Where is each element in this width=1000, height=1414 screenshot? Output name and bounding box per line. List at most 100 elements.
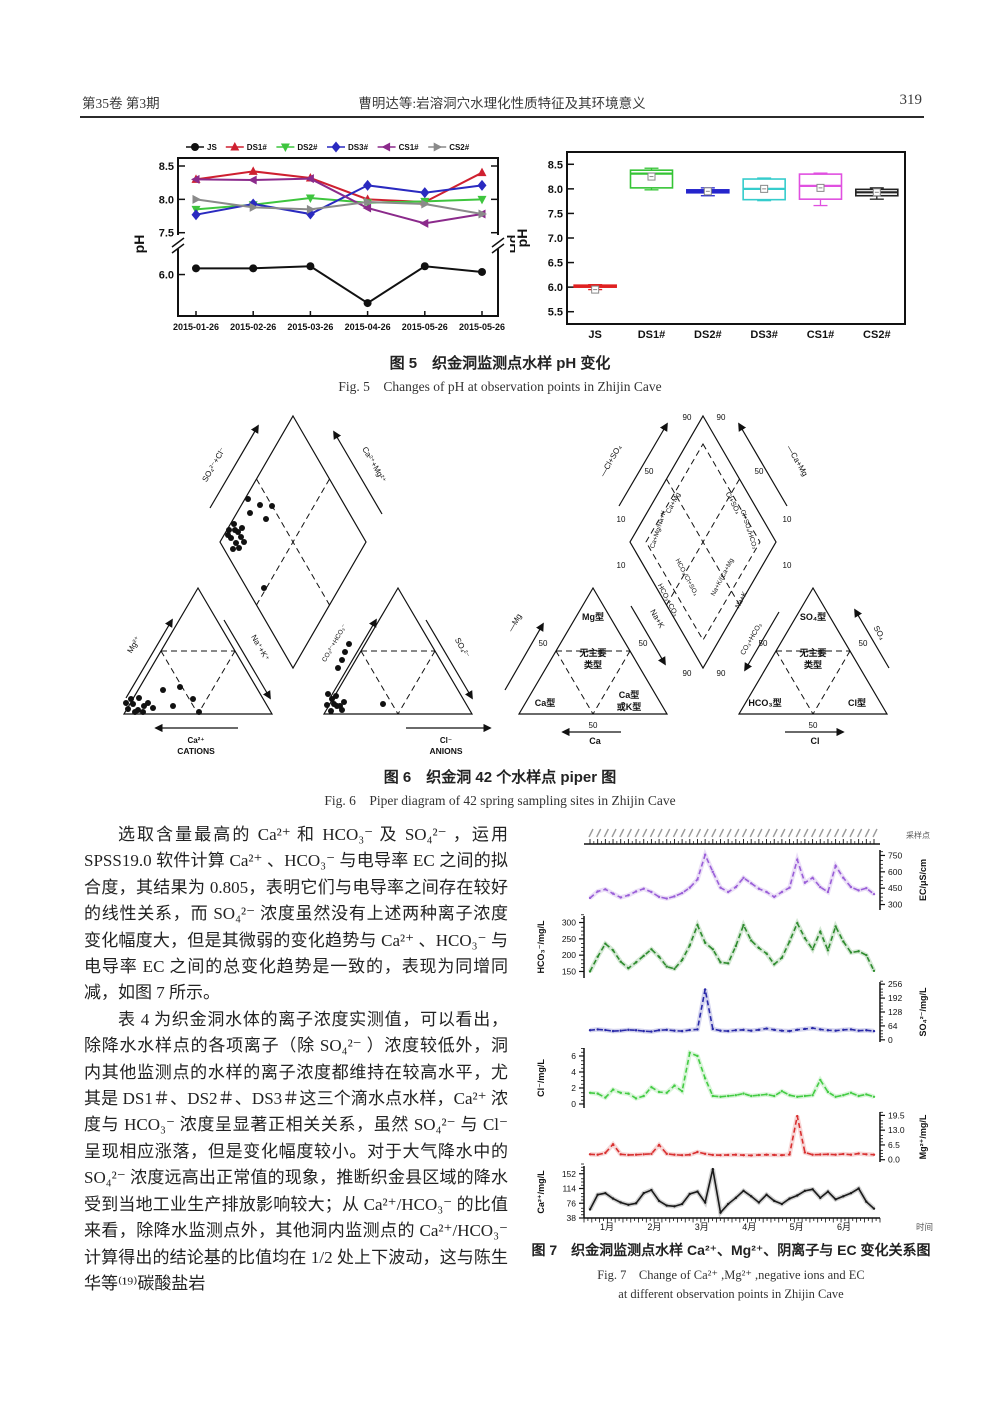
svg-text:0.0: 0.0 <box>888 1155 900 1165</box>
svg-text:90: 90 <box>683 669 692 678</box>
svg-text:DS1#: DS1# <box>638 329 666 341</box>
svg-text:Mg²⁺: Mg²⁺ <box>125 635 142 655</box>
svg-text:6.0: 6.0 <box>159 270 174 282</box>
svg-text:0: 0 <box>571 1099 576 1109</box>
svg-text:90: 90 <box>717 413 726 422</box>
svg-text:Cl: Cl <box>811 736 820 746</box>
svg-text:SO₄²⁻: SO₄²⁻ <box>453 636 472 659</box>
header-rule <box>80 116 924 118</box>
svg-text:CO₃²⁻+HCO₃⁻: CO₃²⁻+HCO₃⁻ <box>321 623 348 663</box>
fig5-series-JS <box>192 262 486 308</box>
svg-text:50: 50 <box>645 467 654 476</box>
fig6-caption-en: Fig. 6 Piper diagram of 42 spring sampli… <box>324 793 676 808</box>
svg-text:50: 50 <box>809 721 818 730</box>
svg-text:Ca+Mg/Na+K: Ca+Mg/Na+K <box>649 509 668 549</box>
svg-text:Cl+SO₄/HCO₃: Cl+SO₄/HCO₃ <box>739 509 758 550</box>
svg-text:Na+K: Na+K <box>734 591 749 610</box>
svg-text:Na⁺+K⁺: Na⁺+K⁺ <box>249 633 271 662</box>
svg-text:CS1#: CS1# <box>399 143 420 152</box>
svg-text:50: 50 <box>589 721 598 730</box>
svg-text:DS3#: DS3# <box>750 329 778 341</box>
svg-text:DS2#: DS2# <box>694 329 722 341</box>
svg-text:JS: JS <box>588 329 601 341</box>
svg-text:5月: 5月 <box>790 1222 804 1232</box>
svg-text:—Ca+Mg: —Ca+Mg <box>785 444 810 478</box>
fig5-box-CS2# <box>855 187 899 200</box>
svg-text:7.0: 7.0 <box>548 233 563 245</box>
svg-text:7.5: 7.5 <box>548 208 563 220</box>
svg-text:64: 64 <box>888 1021 898 1031</box>
running-title: 曹明达等:岩溶洞穴水理化性质特征及其环境意义 <box>358 96 646 111</box>
fig6-piper-diagram: SO₄²⁻+Cl⁻ Ca²⁺+Mg²⁺ Mg²⁺ Na⁺+K⁺ Ca²⁺CATIONS C… <box>122 413 890 756</box>
fig5-series-CS2# <box>192 194 487 219</box>
svg-text:200: 200 <box>562 950 576 960</box>
fig5-box-DS1# <box>629 167 674 191</box>
svg-text:无主要: 无主要 <box>798 647 826 658</box>
svg-text:DS1#: DS1# <box>247 143 268 152</box>
figure6: SO₄²⁻+Cl⁻ Ca²⁺+Mg²⁺ Mg²⁺ Na⁺+K⁺ Ca²⁺ CATIONS C… <box>98 406 913 765</box>
svg-text:EC/μS/cm: EC/μS/cm <box>918 859 928 901</box>
fig5-series-CS1# <box>191 174 486 228</box>
svg-text:CS2#: CS2# <box>449 143 470 152</box>
fig5-box-DS2# <box>686 187 730 197</box>
fig7-series-EC <box>588 848 876 901</box>
svg-text:50: 50 <box>639 639 648 648</box>
svg-text:256: 256 <box>888 979 902 989</box>
fig5-box-JS <box>573 284 617 294</box>
fig5-box-DS3# <box>742 177 786 202</box>
svg-text:HCO₃型: HCO₃型 <box>748 697 781 708</box>
fig6-left-piper: SO₄²⁻+Cl⁻ Ca²⁺+Mg²⁺ Mg²⁺ Na⁺+K⁺ Ca²⁺CATIONS C… <box>122 414 492 756</box>
svg-text:Mg型: Mg型 <box>582 611 604 622</box>
svg-text:6: 6 <box>571 1051 576 1061</box>
svg-text:19.5: 19.5 <box>888 1110 905 1120</box>
svg-text:6.5: 6.5 <box>888 1140 900 1150</box>
fig7-caption-zh: 图 7 织金洞监测点水样 Ca²⁺、Mg²⁺、阴离子与 EC 变化关系图 <box>531 1242 931 1258</box>
fig7-series-Ca <box>588 1167 876 1218</box>
svg-text:pH: pH <box>131 235 147 254</box>
fig7-caption-en1: Fig. 7 Change of Ca²⁺ ,Mg²⁺ ,negative io… <box>597 1268 865 1282</box>
svg-text:750: 750 <box>888 850 902 860</box>
svg-text:50: 50 <box>759 639 768 648</box>
journal-volume-issue: 第35卷 第3期 <box>82 96 160 111</box>
fig5-box-CS1# <box>798 172 843 207</box>
svg-text:Cl⁻: Cl⁻ <box>440 736 452 745</box>
svg-text:Cl型: Cl型 <box>848 697 866 708</box>
fig7-series-Mg <box>588 1114 876 1158</box>
svg-text:10: 10 <box>783 561 792 570</box>
svg-text:Ca型: Ca型 <box>535 697 556 708</box>
svg-text:5.5: 5.5 <box>548 307 563 319</box>
figure7: 采样点 300 450 600 750 EC/μS/cm 150 200 250 300 HCO₃⁻… <box>512 826 962 1237</box>
fig5-ph-box-chart: 8.5 8.0 7.5 7.0 6.5 6.0 5.5 pH JS DS1# DS2# DS3# CS1… <box>514 151 906 341</box>
svg-text:CATIONS: CATIONS <box>177 746 215 756</box>
svg-text:10: 10 <box>617 515 626 524</box>
fig7-multipanel-chart: 采样点300450600750EC/μS/cm150200250300HCO₃⁻… <box>536 828 933 1232</box>
svg-text:250: 250 <box>562 934 576 944</box>
svg-text:类型: 类型 <box>584 659 602 670</box>
svg-text:8.5: 8.5 <box>159 161 174 173</box>
svg-text:128: 128 <box>888 1007 902 1017</box>
svg-text:90: 90 <box>717 669 726 678</box>
svg-text:SO₄型: SO₄型 <box>800 611 826 622</box>
svg-text:SO₄: SO₄ <box>872 624 887 641</box>
svg-text:4月: 4月 <box>742 1222 756 1232</box>
svg-text:CS1#: CS1# <box>807 329 835 341</box>
svg-text:10: 10 <box>783 515 792 524</box>
svg-text:152: 152 <box>562 1169 576 1179</box>
svg-text:4: 4 <box>571 1067 576 1077</box>
svg-text:600: 600 <box>888 867 902 877</box>
svg-text:pH: pH <box>515 229 530 248</box>
fig7-series-HCO3 <box>588 917 877 973</box>
svg-text:10: 10 <box>617 561 626 570</box>
paragraph-1: 选取含量最高的 Ca²⁺ 和 HCO₃⁻ 及 SO₄²⁻ ，运用 SPSS19.… <box>84 825 508 1003</box>
svg-text:6月: 6月 <box>837 1222 851 1232</box>
svg-text:HCO₃/Cl+SO₄: HCO₃/Cl+SO₄ <box>674 558 700 598</box>
svg-text:50: 50 <box>539 639 548 648</box>
svg-text:Ca型: Ca型 <box>619 689 640 700</box>
svg-text:或K型: 或K型 <box>617 701 642 712</box>
svg-text:2月: 2月 <box>647 1222 661 1232</box>
fig7-series-SO4 <box>588 988 876 1034</box>
svg-text:采样点: 采样点 <box>906 830 930 840</box>
svg-text:114: 114 <box>562 1184 576 1194</box>
svg-text:450: 450 <box>888 883 902 893</box>
